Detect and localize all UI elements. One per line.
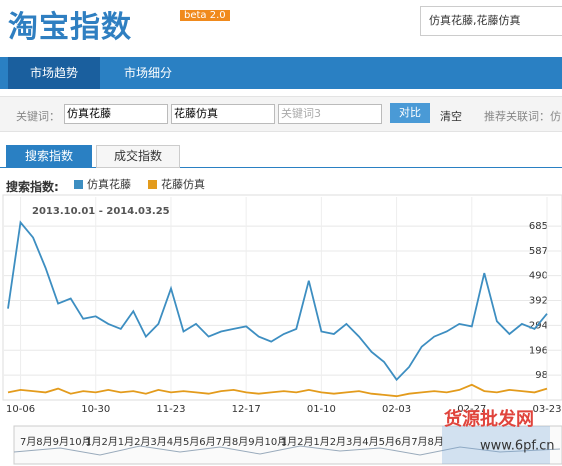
navigator-label: 9月	[53, 436, 69, 448]
navigator-label: 2月	[102, 436, 118, 448]
navigator-label: 10月	[265, 436, 288, 448]
x-tick-label: 10-06	[6, 404, 35, 415]
legend-title: 搜索指数:	[6, 180, 59, 194]
legend-swatch	[74, 180, 83, 189]
series-line	[7, 220, 548, 382]
navigator-label: 9月	[248, 436, 264, 448]
series-line	[7, 383, 548, 398]
navigator-label: 1月	[313, 436, 329, 448]
navigator-label: 5月	[379, 436, 395, 448]
watermark-url: www.6pf.cn	[480, 439, 555, 454]
navigator-label: 10月	[69, 436, 92, 448]
keyword-input[interactable]: 关键词3	[278, 104, 382, 124]
navigator-label: 8月	[232, 436, 248, 448]
compare-button[interactable]: 对比	[390, 103, 430, 123]
navigator-label: 2月	[330, 436, 346, 448]
navigator-label: 2月	[297, 436, 313, 448]
search-box[interactable]: 仿真花藤,花藤仿真	[420, 6, 562, 36]
x-tick-label: 10-30	[81, 404, 110, 415]
navigator-label: 6月	[199, 436, 215, 448]
nav-tab[interactable]: 市场细分	[123, 66, 172, 80]
y-tick-label: 98	[535, 370, 548, 381]
y-tick-label: 392	[529, 296, 548, 307]
navigator-label: 1月	[118, 436, 134, 448]
badge: beta 2.0	[180, 10, 230, 21]
navigator-label: 1月	[85, 436, 101, 448]
watermark: 货源批发网	[444, 408, 534, 430]
navigator-label: 5月	[183, 436, 199, 448]
nav-tab[interactable]: 市场趋势	[8, 57, 100, 89]
navigator-label: 3月	[150, 436, 166, 448]
legend-swatch	[148, 180, 157, 189]
y-tick-label: 490	[529, 271, 548, 282]
x-tick-label: 03-23	[532, 404, 561, 415]
navigator-label: 8月	[36, 436, 52, 448]
navigator-window[interactable]	[442, 426, 550, 464]
legend-label: 仿真花藤	[87, 177, 131, 191]
tab-line	[0, 167, 562, 168]
sub-tab[interactable]: 搜索指数	[6, 145, 92, 167]
x-tick-label: 02-27	[457, 404, 486, 415]
navigator-label: 7月	[216, 436, 232, 448]
clear-button[interactable]: 清空	[440, 110, 462, 123]
sub-tab[interactable]: 成交指数	[96, 145, 180, 168]
logo: 淘宝指数	[8, 10, 132, 45]
navigator-label: 8月	[428, 436, 444, 448]
navigator-label: 6月	[395, 436, 411, 448]
x-tick-label: 02-03	[382, 404, 411, 415]
navigator-label: 2月	[134, 436, 150, 448]
x-tick-label: 01-10	[307, 404, 336, 415]
y-tick-label: 196	[529, 345, 548, 356]
x-tick-label: 11-23	[156, 404, 185, 415]
legend-label: 花藤仿真	[161, 177, 205, 191]
navigator-label: 4月	[362, 436, 378, 448]
y-tick-label: 294	[529, 320, 548, 331]
navigator-line	[13, 445, 561, 456]
navigator-label: 3月	[346, 436, 362, 448]
related-label: 推荐关联词：仿	[484, 110, 561, 123]
x-tick-label: 12-17	[232, 404, 261, 415]
navigator-label: 7月	[20, 436, 36, 448]
navigator	[13, 425, 562, 465]
keyword-input[interactable]: 花藤仿真	[171, 104, 275, 124]
chart-subtitle: 2013.10.01 - 2014.03.25	[32, 206, 170, 217]
y-tick-label: 587	[529, 246, 548, 257]
navigator-label: 7月	[411, 436, 427, 448]
keyword-label: 关键词：	[16, 110, 60, 123]
navigator-label: 4月	[167, 436, 183, 448]
navigator-label: 1月	[281, 436, 297, 448]
keyword-input[interactable]: 仿真花藤	[64, 104, 168, 124]
y-tick-label: 685	[529, 221, 548, 232]
